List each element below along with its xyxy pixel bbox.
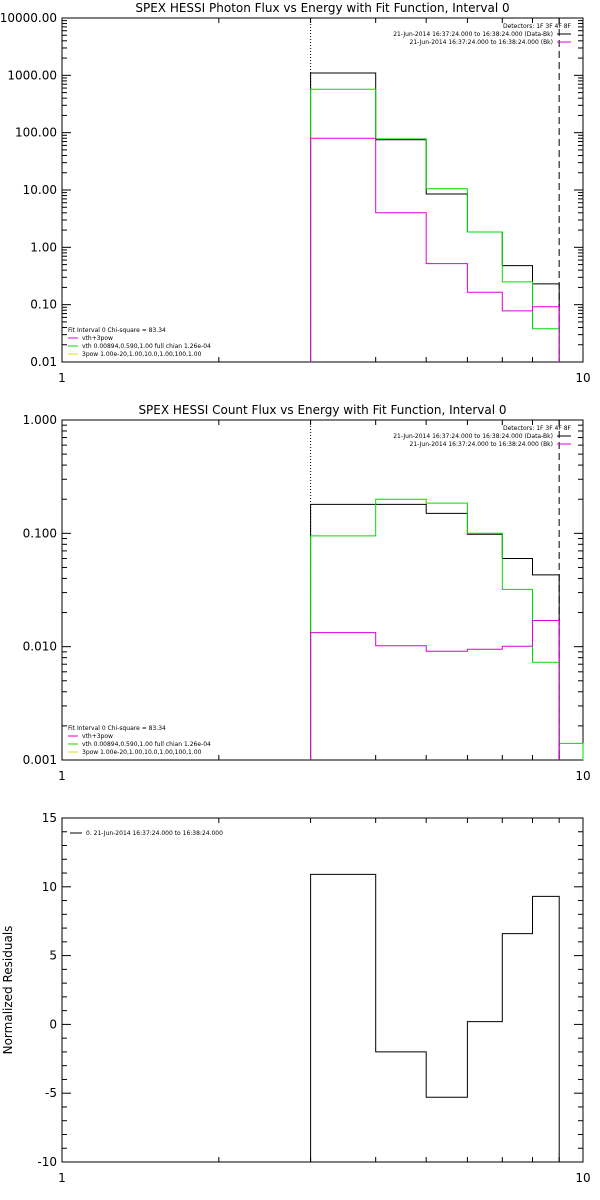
x-tick-label: 1 — [58, 371, 66, 385]
legend-top-entry: Detectors: 1F 3F 4F 8F — [503, 23, 572, 30]
y-tick-label: 15 — [42, 811, 57, 825]
y-tick-label: 10 — [42, 880, 57, 894]
x-tick-label: 10 — [575, 1171, 590, 1185]
legend-bottom-entry: vth+3pow — [82, 733, 113, 740]
x-tick-label: 1 — [58, 1171, 66, 1185]
x-tick-label: 10 — [575, 371, 590, 385]
x-tick-label: 1 — [58, 769, 66, 783]
legend-bottom-entry: vth+3pow — [82, 335, 113, 342]
chart-title: SPEX HESSI Count Flux vs Energy with Fit… — [138, 403, 506, 417]
legend-top-entry: 21-Jun-2014 16:37:24.000 to 16:38:24.000… — [410, 39, 553, 46]
y-tick-label: 100.00 — [15, 126, 57, 140]
x-tick-label: 10 — [575, 769, 590, 783]
series-2-histogram — [310, 88, 560, 362]
y-tick-label: 0.10 — [30, 298, 57, 312]
y-tick-label: 0.100 — [23, 526, 57, 540]
legend-bottom-entry: 3pow 1.00e-20,1.00,10.0,1.00,100,1.00 — [82, 351, 202, 358]
y-tick-label: 0.001 — [23, 753, 57, 767]
panel-2: SPEX HESSI Count Flux vs Energy with Fit… — [23, 403, 591, 783]
series-2-histogram — [310, 498, 584, 760]
legend-bottom-entry: Fit Interval 0 Chi-square = 83.34 — [68, 327, 166, 334]
y-tick-label: 1.00 — [30, 240, 57, 254]
chart-title: SPEX HESSI Photon Flux vs Energy with Fi… — [135, 1, 509, 15]
legend-bottom-entry: vth 0.00894,0.590,1.00 full chian 1.26e-… — [82, 741, 211, 748]
series-1-histogram — [310, 873, 560, 1162]
y-tick-label: 5 — [49, 949, 57, 963]
legend-top-entry: 0. 21-Jun-2014 16:37:24.000 to 16:38:24.… — [86, 830, 223, 837]
legend-top-entry: 21-Jun-2014 16:37:24.000 to 16:38:24.000… — [393, 31, 553, 38]
y-axis-label: Normalized Residuals — [1, 926, 15, 1055]
series-3-histogram — [310, 137, 560, 362]
legend-bottom-entry: Fit Interval 0 Chi-square = 83.34 — [68, 725, 166, 732]
panel-3: Normalized Residuals -10 -5 0 5 10 15 1 10 0. 21-… — [1, 811, 591, 1185]
legend-bottom-entry: vth 0.00894,0.590,1.00 full chian 1.26e-… — [82, 343, 211, 350]
legend-top-entry: 21-Jun-2014 16:37:24.000 to 16:38:24.000… — [410, 441, 553, 448]
plot-frame — [61, 817, 584, 1163]
y-tick-label: 10.00 — [23, 183, 57, 197]
y-tick-label: 0 — [49, 1017, 57, 1031]
y-tick-label: 10000.00 — [0, 11, 57, 25]
legend-top-entry: Detectors: 1F 3F 4F 8F — [503, 425, 572, 432]
panel-1: SPEX HESSI Photon Flux vs Energy with Fi… — [0, 1, 591, 385]
legend-bottom-entry: 3pow 1.00e-20,1.00,10.0,1.00,100,1.00 — [82, 749, 202, 756]
series-3-histogram — [310, 620, 560, 760]
y-tick-label: -5 — [45, 1086, 57, 1100]
plot-frame — [61, 419, 584, 761]
series-1-histogram — [310, 72, 560, 362]
y-tick-label: 1000.00 — [7, 68, 57, 82]
legend-top-entry: 21-Jun-2014 16:37:24.000 to 16:38:24.000… — [393, 433, 553, 440]
y-tick-label: 1.000 — [23, 413, 57, 427]
y-tick-label: -10 — [37, 1155, 57, 1169]
y-tick-label: 0.010 — [23, 640, 57, 654]
y-tick-label: 0.01 — [30, 355, 57, 369]
